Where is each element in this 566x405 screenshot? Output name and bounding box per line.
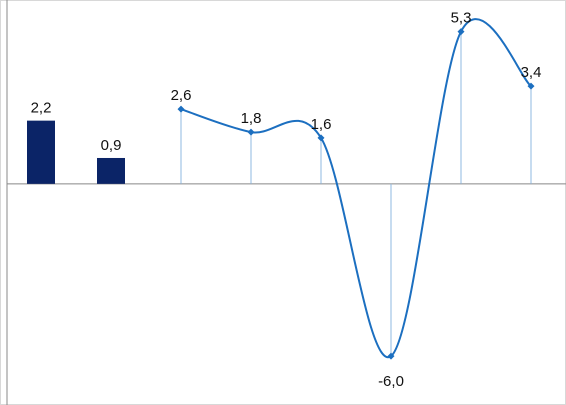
line: [180, 18, 532, 359]
data-label: 2,2: [31, 100, 52, 117]
marker: [527, 82, 535, 90]
data-label: 1,6: [311, 116, 332, 133]
data-label: 0,9: [101, 137, 122, 154]
marker: [177, 105, 185, 113]
data-label: 2,6: [171, 87, 192, 104]
data-label: 1,8: [241, 110, 262, 127]
marker: [317, 134, 325, 142]
bar: [27, 120, 55, 184]
marker: [457, 28, 465, 36]
marker: [387, 352, 395, 360]
data-label: 5,3: [451, 10, 472, 27]
bar: [97, 157, 125, 184]
data-label: 3,4: [521, 64, 542, 81]
marker: [247, 128, 255, 136]
data-label: -6,0: [378, 373, 404, 390]
